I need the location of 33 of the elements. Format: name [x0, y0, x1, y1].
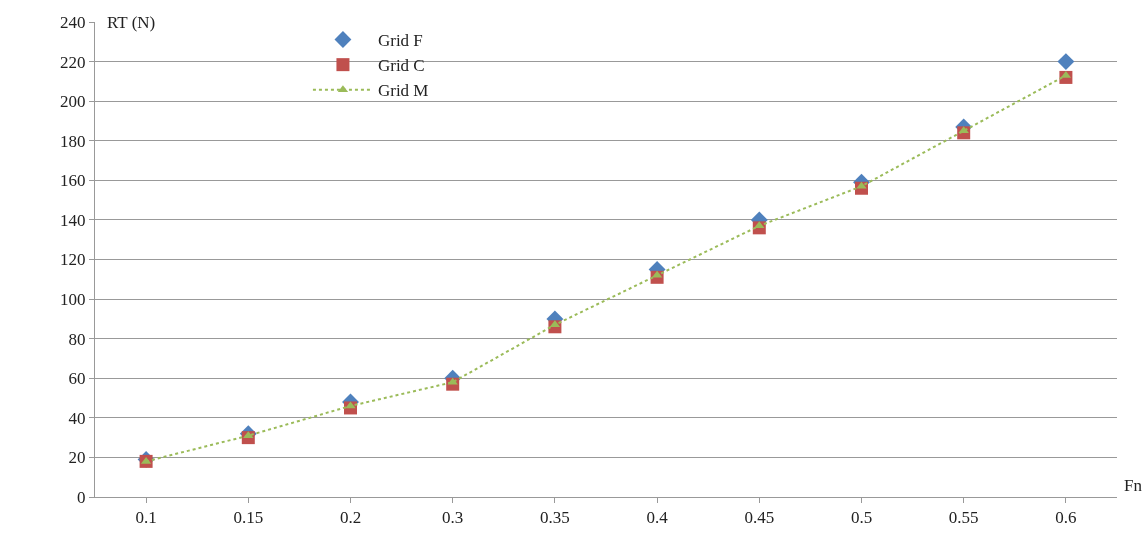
- point: [345, 401, 356, 409]
- x-tick-label: 0.15: [233, 508, 264, 528]
- point: [958, 126, 969, 134]
- point: [856, 181, 867, 189]
- y-tick-label: 160: [60, 171, 86, 191]
- y-tick-label: 180: [60, 131, 86, 151]
- legend-label: Grid F: [377, 31, 423, 51]
- y-tick-label: 40: [68, 408, 86, 428]
- y-tick-label: 200: [60, 92, 86, 112]
- y-tick-label: 120: [60, 250, 86, 270]
- x-tick-label: 0.6: [1055, 508, 1077, 528]
- y-tick-label: 0: [77, 487, 86, 507]
- x-tick-label: 0.2: [339, 508, 362, 528]
- x-tick-label: 0.4: [646, 508, 669, 528]
- y-tick-label: 60: [68, 369, 86, 389]
- x-tick-label: 0.35: [540, 508, 570, 528]
- y-tick-label: 100: [60, 290, 86, 310]
- y-tick-label: 240: [60, 12, 86, 32]
- point: [1057, 53, 1075, 71]
- y-tick-label: 220: [60, 52, 86, 72]
- x-tick-label: 0.1: [135, 508, 157, 528]
- y-tick-label: 140: [60, 210, 86, 230]
- y-tick-label: 20: [68, 448, 86, 468]
- point: [754, 221, 765, 229]
- y-tick-label: 80: [68, 329, 86, 349]
- legend-label: Grid M: [377, 81, 429, 101]
- legend-label: Grid C: [377, 56, 425, 76]
- x-tick-label: 0.55: [948, 508, 979, 528]
- x-tick-label: 0.5: [850, 508, 873, 528]
- x-tick-label: 0.3: [442, 508, 464, 528]
- x-tick-label: 0.45: [744, 508, 775, 528]
- y-axis-title: RT (N): [107, 13, 156, 32]
- x-axis-title: Fn: [1124, 476, 1143, 495]
